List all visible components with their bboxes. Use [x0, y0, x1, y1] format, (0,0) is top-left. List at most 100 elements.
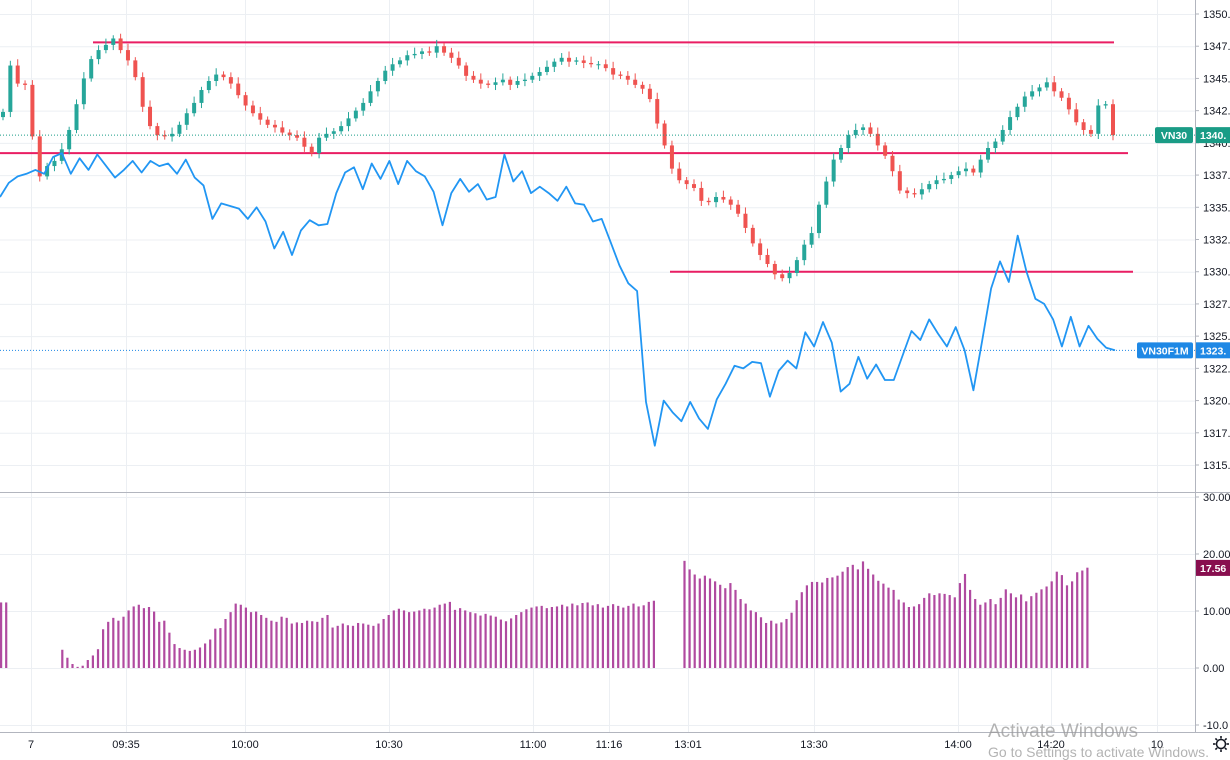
price-axis[interactable]: 1350. 1347. 1345. 1342. 1340. 1337. 1335. 1332.… [1195, 9, 1230, 472]
candle-body [199, 90, 204, 103]
volume-bar [719, 584, 722, 668]
last-value-tag [1196, 127, 1230, 144]
volume-bar [499, 619, 502, 668]
volume-bar [382, 618, 385, 668]
candle-body [986, 148, 991, 160]
candle-body [67, 129, 72, 150]
candle-body [993, 141, 998, 149]
volume-bar [270, 620, 273, 668]
time-tick-label: 14:20 [1037, 739, 1065, 751]
volume-bar [714, 581, 717, 668]
volume-bar [224, 618, 227, 668]
volume-bar [459, 608, 462, 668]
candle-body [339, 126, 344, 132]
price-tick-label: 1317. [1203, 428, 1230, 440]
volume-bar [596, 604, 599, 668]
volume-bar [464, 610, 467, 668]
series-name-tag-label: VN30F1M [1141, 345, 1189, 357]
candle-body [272, 124, 277, 128]
price-tick-label: 1315. [1203, 460, 1230, 472]
candle-body [412, 53, 417, 56]
candle-body [383, 70, 388, 82]
volume-bar [571, 603, 574, 668]
volume-bar [510, 618, 513, 668]
candle-body [324, 133, 329, 138]
volume-bar [515, 614, 518, 668]
volume-bar [744, 603, 747, 668]
volume-bar [877, 580, 880, 668]
volume-axis[interactable]: 30.00 20.00 10.00 0.00 -10.0 [1195, 492, 1230, 732]
volume-bar [469, 612, 472, 668]
candle-body [515, 81, 520, 85]
candle-body [890, 155, 895, 172]
volume-bar [530, 607, 533, 668]
candle-body [243, 95, 248, 106]
candle-body [949, 175, 954, 179]
volume-bar [453, 609, 457, 668]
volume-bar [989, 599, 992, 668]
price-tick-label: 1325. [1203, 331, 1230, 343]
candle-body [794, 260, 799, 274]
candle-body [1066, 97, 1071, 110]
candle-body [567, 57, 572, 62]
volume-bar [591, 605, 594, 668]
candle-body [831, 159, 836, 182]
volume-bar [994, 604, 997, 668]
volume-bar [357, 622, 360, 668]
volume-bar [907, 607, 910, 668]
volume-bar [158, 621, 161, 668]
volume-bar [260, 614, 263, 668]
price-grid [0, 0, 1195, 492]
gear-icon[interactable] [1213, 736, 1229, 752]
volume-bar [851, 564, 854, 668]
volume-bar [433, 607, 436, 668]
volume-bar [71, 664, 74, 668]
candle-body [559, 57, 564, 62]
candle-body [618, 74, 623, 76]
candle-body [265, 119, 270, 125]
candle-body [133, 60, 138, 78]
volume-bar [749, 610, 752, 668]
time-axis[interactable]: 7 09:35 10:00 10:30 11:00 11:16 13:01 13:30 14:0… [28, 739, 1163, 751]
candle-body [809, 233, 814, 245]
candle-body [816, 204, 821, 234]
candle-body [1074, 109, 1079, 123]
volume-bar [443, 603, 446, 668]
volume-bar [1030, 596, 1033, 668]
volume-bar [163, 620, 166, 668]
volume-bar [66, 657, 69, 668]
volume-bar [285, 617, 288, 668]
candle-body [1044, 82, 1049, 88]
volume-bar [683, 560, 686, 668]
volume-bar [178, 648, 181, 668]
candle-body [1052, 82, 1057, 92]
volume-bar [861, 561, 865, 668]
volume-bar [841, 571, 844, 668]
candle-body [655, 99, 660, 124]
volume-bar [1065, 585, 1069, 668]
candle-body [148, 106, 153, 127]
volume-bar [576, 605, 579, 668]
price-tick-label: 1330. [1203, 267, 1230, 279]
volume-bar [1025, 601, 1028, 668]
candle-body [934, 180, 939, 185]
last-value-tag-label: 17.56 [1200, 563, 1226, 575]
candle-body [522, 79, 527, 82]
volume-bar [912, 606, 916, 668]
volume-bar [535, 606, 538, 668]
volume-bar [198, 647, 202, 668]
volume-bar [147, 607, 151, 668]
candle-body [390, 64, 395, 71]
support-resistance-lines[interactable] [0, 41, 1133, 273]
volume-bar [132, 606, 135, 668]
candle-body [295, 135, 300, 138]
volume-bar [306, 620, 309, 668]
candle-body [353, 110, 358, 119]
candle-body [853, 129, 858, 136]
volume-bar [703, 575, 706, 668]
candle-body [1022, 96, 1027, 107]
last-value-tag [1196, 559, 1230, 576]
volume-bar [963, 573, 967, 668]
candle-body [236, 83, 241, 96]
